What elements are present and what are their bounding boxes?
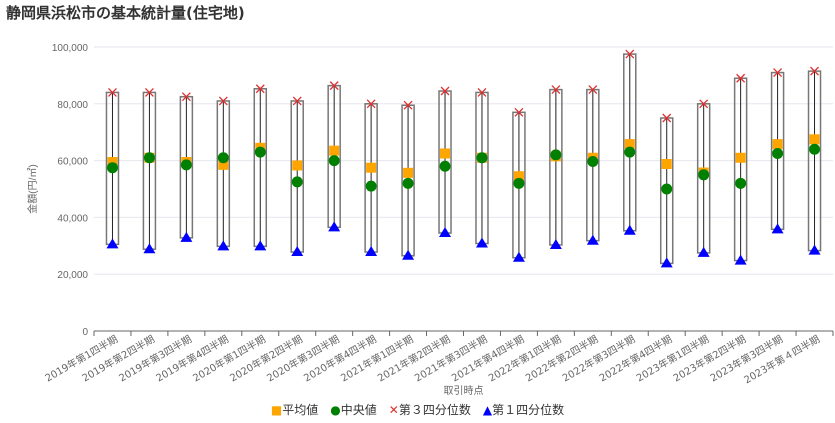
point-circle: [476, 152, 488, 164]
legend-item[interactable]: ▲第１四分位数: [483, 403, 564, 417]
point-square: [624, 139, 635, 150]
point-x: [477, 87, 487, 97]
legend-label: 第１四分位数: [492, 403, 565, 417]
legend-label: 中央値: [340, 403, 377, 417]
point-circle: [735, 177, 747, 189]
point-x: [181, 92, 191, 102]
point-x: [218, 96, 228, 106]
legend-label: 第３四分位数: [398, 403, 471, 417]
point-circle: [106, 162, 118, 174]
point-triangle: [402, 249, 415, 260]
point-square: [329, 145, 340, 156]
point-circle: [661, 183, 673, 195]
point-square: [735, 152, 746, 163]
legend-item[interactable]: ●中央値: [330, 403, 377, 417]
point-square: [661, 159, 672, 170]
y-tick-label: 40,000: [57, 213, 88, 224]
point-circle: [328, 155, 340, 167]
point-triangle: [143, 243, 156, 254]
point-triangle: [180, 231, 193, 242]
square-icon: ■: [270, 403, 283, 417]
point-square: [292, 160, 303, 171]
x-icon: ✕: [388, 403, 399, 417]
circle-icon: ●: [330, 403, 341, 417]
point-circle: [365, 180, 377, 192]
point-x: [108, 87, 117, 97]
point-triangle: [365, 246, 378, 257]
point-triangle: [660, 257, 673, 268]
legend-label: 平均値: [282, 403, 319, 417]
point-circle: [587, 155, 599, 167]
point-circle: [180, 159, 192, 171]
point-triangle: [254, 240, 267, 251]
point-square: [403, 167, 414, 178]
point-circle: [513, 177, 525, 189]
point-triangle: [586, 234, 599, 245]
point-x: [366, 99, 376, 109]
point-triangle: [808, 244, 821, 255]
point-circle: [439, 160, 451, 172]
point-circle: [772, 148, 784, 159]
point-x: [255, 84, 265, 94]
point-square: [809, 134, 820, 145]
point-x: [329, 81, 339, 91]
point-circle: [624, 146, 636, 158]
point-triangle: [439, 227, 452, 238]
point-circle: [291, 176, 303, 188]
point-circle: [217, 152, 229, 164]
point-square: [366, 162, 377, 173]
point-triangle: [549, 238, 562, 249]
point-x: [699, 99, 709, 109]
point-x: [773, 68, 783, 78]
point-x: [810, 66, 819, 76]
triangle-icon: ▲: [482, 403, 493, 417]
point-circle: [698, 169, 710, 181]
point-x: [625, 49, 635, 59]
point-triangle: [328, 221, 341, 232]
point-triangle: [475, 237, 488, 248]
point-x: [144, 87, 154, 97]
chart-title: 静岡県浜松市の基本統計量(住宅地): [6, 4, 245, 22]
point-square: [218, 159, 229, 170]
point-x: [514, 107, 524, 117]
point-triangle: [217, 240, 230, 251]
y-tick-label: 0: [82, 327, 88, 338]
point-x: [403, 100, 413, 110]
point-square: [107, 157, 118, 168]
point-triangle: [623, 224, 636, 235]
point-triangle: [106, 238, 119, 249]
point-x: [662, 113, 672, 123]
point-triangle: [734, 254, 747, 265]
y-axis-label: 金額(円/㎡): [26, 164, 39, 213]
point-triangle: [512, 251, 525, 262]
y-tick-label: 60,000: [57, 157, 88, 168]
point-circle: [254, 146, 266, 158]
point-square: [772, 139, 783, 150]
point-circle: [143, 152, 155, 164]
point-circle: [809, 143, 821, 155]
legend-item[interactable]: ■平均値: [271, 403, 318, 417]
point-x: [588, 85, 598, 95]
point-circle: [550, 149, 562, 161]
point-x: [440, 86, 450, 96]
point-circle: [402, 177, 414, 189]
point-triangle: [291, 246, 304, 257]
point-triangle: [697, 246, 710, 257]
y-tick-label: 100,000: [52, 43, 89, 54]
point-triangle: [771, 223, 784, 234]
x-axis-label: 取引時点: [444, 385, 484, 397]
legend-item[interactable]: ✕第３四分位数: [389, 403, 471, 417]
point-x: [736, 73, 746, 83]
point-x: [292, 96, 302, 106]
point-square: [440, 148, 451, 159]
point-square: [513, 171, 524, 182]
legend: ■平均値 ●中央値 ✕第３四分位数 ▲第１四分位数: [0, 401, 835, 418]
point-x: [551, 85, 561, 95]
y-tick-label: 80,000: [57, 100, 88, 111]
y-tick-label: 20,000: [57, 270, 88, 281]
